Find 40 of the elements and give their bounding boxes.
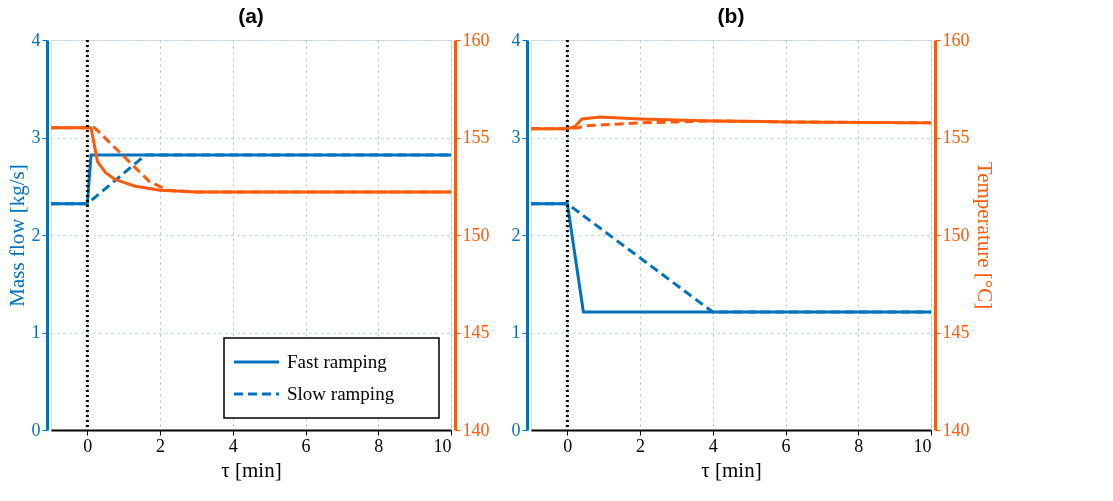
x-tick-label: 8 <box>854 435 864 456</box>
y2-tick-label: 150 <box>942 224 970 245</box>
chart-title: (b) <box>717 4 745 27</box>
y2-tick-label: 140 <box>942 419 970 440</box>
y-tick-label: 2 <box>511 224 521 245</box>
y-tick-label: 4 <box>31 29 41 50</box>
x-tick-label: 10 <box>913 435 932 456</box>
y2-tick-label: 140 <box>462 419 490 440</box>
x-tick-label: 2 <box>156 435 166 456</box>
y2-tick-label: 155 <box>462 127 490 147</box>
y-tick-label: 0 <box>511 419 521 440</box>
x-tick-label: 10 <box>433 435 452 456</box>
y2-tick-label: 155 <box>942 127 970 147</box>
x-axis-title: τ [min] <box>701 457 762 482</box>
x-tick-label: 0 <box>563 435 573 456</box>
x-tick-label: 4 <box>708 435 718 456</box>
legend-label: Fast ramping <box>287 351 388 372</box>
y2-tick-label: 145 <box>462 322 490 342</box>
y2-tick-label: 150 <box>462 224 490 245</box>
chart-title: (a) <box>238 4 264 27</box>
y-tick-label: 3 <box>511 127 521 147</box>
x-tick-label: 8 <box>374 435 384 456</box>
y2-axis-title: Temperature [°C] <box>972 161 997 310</box>
y-tick-label: 4 <box>511 29 521 50</box>
y2-tick-label: 160 <box>942 29 970 50</box>
y2-tick-label: 160 <box>462 29 490 50</box>
y-tick-label: 1 <box>511 322 521 342</box>
x-axis-title: τ [min] <box>221 457 282 482</box>
x-tick-label: 2 <box>636 435 646 456</box>
y2-tick-label: 145 <box>942 322 970 342</box>
legend-label: Slow ramping <box>287 383 395 404</box>
x-tick-label: 4 <box>228 435 238 456</box>
y-tick-label: 0 <box>31 419 41 440</box>
y-tick-label: 1 <box>31 322 41 342</box>
y-tick-label: 2 <box>31 224 41 245</box>
y-axis-title: Mass flow [kg/s] <box>4 164 29 307</box>
y-tick-label: 3 <box>31 127 41 147</box>
x-tick-label: 0 <box>83 435 93 456</box>
x-tick-label: 6 <box>301 435 311 456</box>
x-tick-label: 6 <box>781 435 791 456</box>
